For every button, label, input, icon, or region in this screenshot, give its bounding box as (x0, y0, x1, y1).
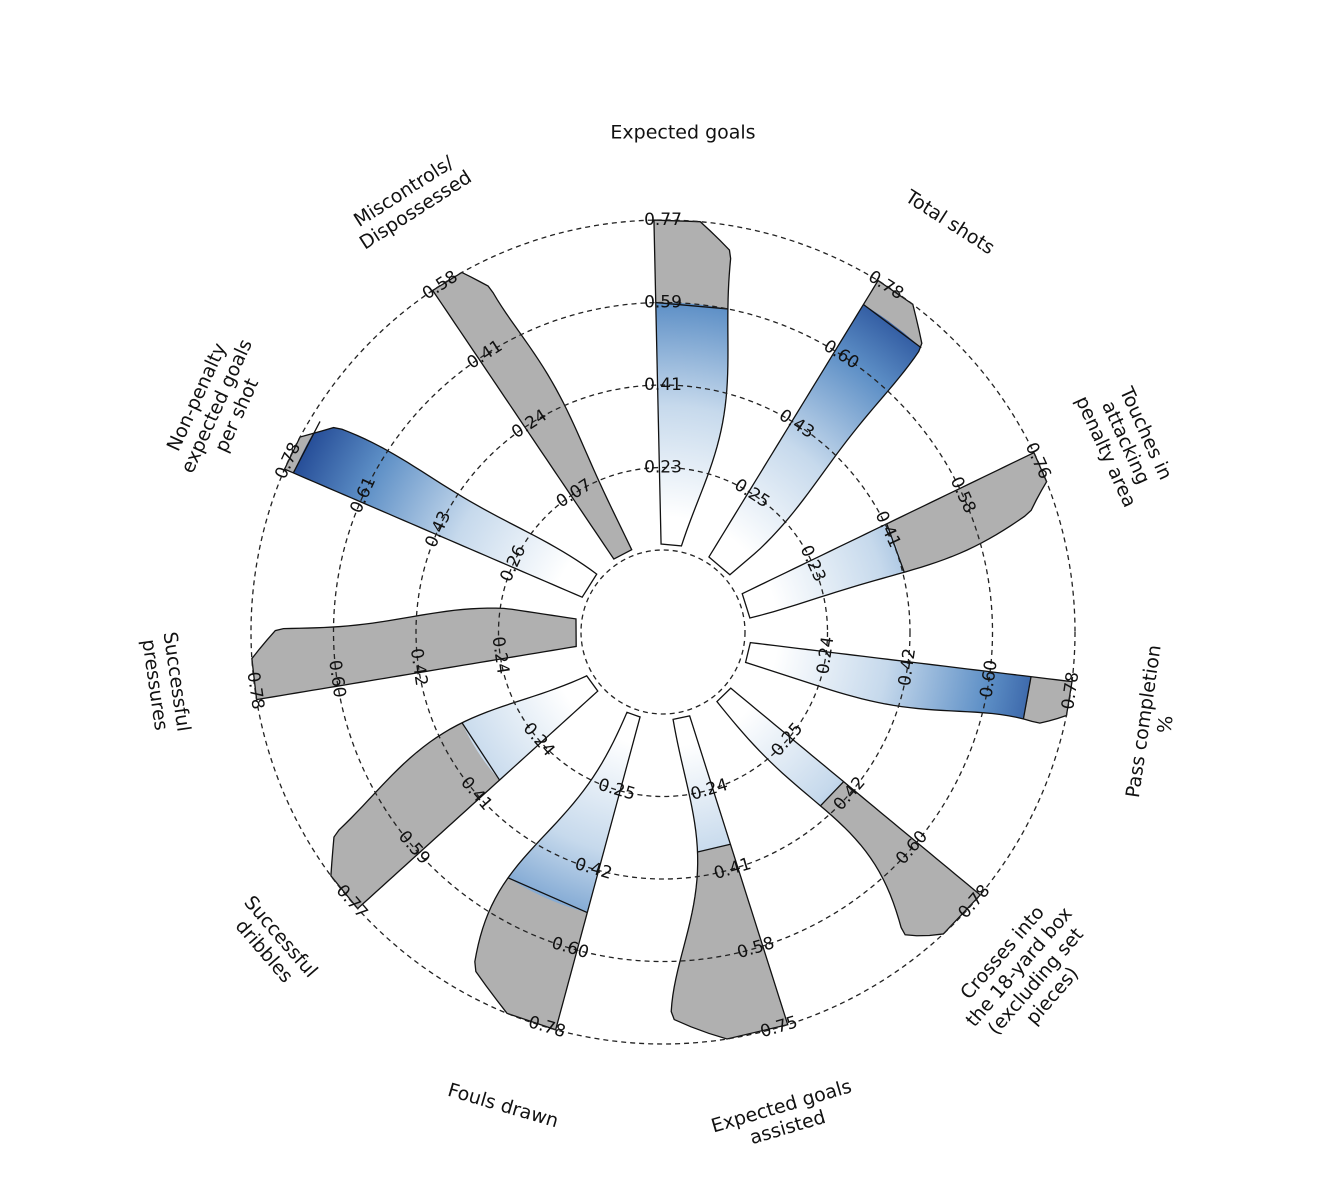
tick-label-0-1: 0.41 (644, 375, 682, 395)
segment-outline-8 (251, 607, 577, 701)
segment-divider-2 (886, 523, 905, 573)
segment-divider-0 (655, 301, 728, 310)
segment-bg-10 (432, 272, 632, 560)
grid-ring-2 (332, 301, 994, 963)
segment-divider-3 (1022, 676, 1032, 720)
segment-divider-1 (863, 303, 922, 349)
tick-label-8-0: 0.24 (488, 635, 513, 675)
segment-divider-9 (292, 421, 321, 474)
tick-label-3-3: 0.78 (1058, 670, 1083, 710)
tick-label-8-1: 0.42 (406, 647, 431, 687)
tick-label-0-3: 0.77 (644, 210, 682, 230)
category-label-8: Successfulpressures (137, 630, 195, 736)
segment-outline-7 (330, 675, 599, 910)
segment-divider-6 (507, 877, 588, 914)
segment-divider-5 (697, 843, 731, 853)
category-label-1: Total shots (901, 185, 999, 259)
category-label-10: Miscontrols/Dispossessed (344, 148, 476, 255)
category-label-5: Expected goalsassisted (709, 1075, 861, 1158)
segment-fill-3 (745, 642, 1034, 724)
segment-outline-6 (474, 711, 641, 1031)
grid-ring-0 (497, 466, 829, 798)
segment-divider-4 (819, 781, 845, 807)
category-label-0: Expected goals (610, 121, 755, 143)
grid-ring-3 (250, 219, 1076, 1045)
segment-outline-0 (653, 219, 732, 547)
grid-layer (250, 219, 1076, 1045)
category-label-6: Fouls drawn (445, 1079, 561, 1132)
tick-label-6-3: 0.78 (526, 1012, 568, 1042)
category-label-9: Non-penaltyexpected goalsper shot (157, 327, 277, 486)
grid-ring-1 (415, 384, 911, 880)
category-label-3: Pass completion% (1122, 643, 1187, 802)
category-label-7: Successfuldribbles (223, 892, 322, 997)
segment-outline-5 (670, 715, 789, 1040)
category-label-2: Touches inattackingpenalty area (1071, 374, 1181, 510)
tick-label-0-0: 0.23 (644, 458, 682, 478)
tick-label-8-3: 0.78 (243, 670, 268, 710)
tick-label-8-2: 0.60 (324, 659, 349, 699)
center-circle (580, 549, 746, 715)
segment-outline-4 (716, 687, 982, 937)
tick-label-0-2: 0.59 (644, 293, 682, 313)
segment-divider-7 (461, 722, 501, 781)
